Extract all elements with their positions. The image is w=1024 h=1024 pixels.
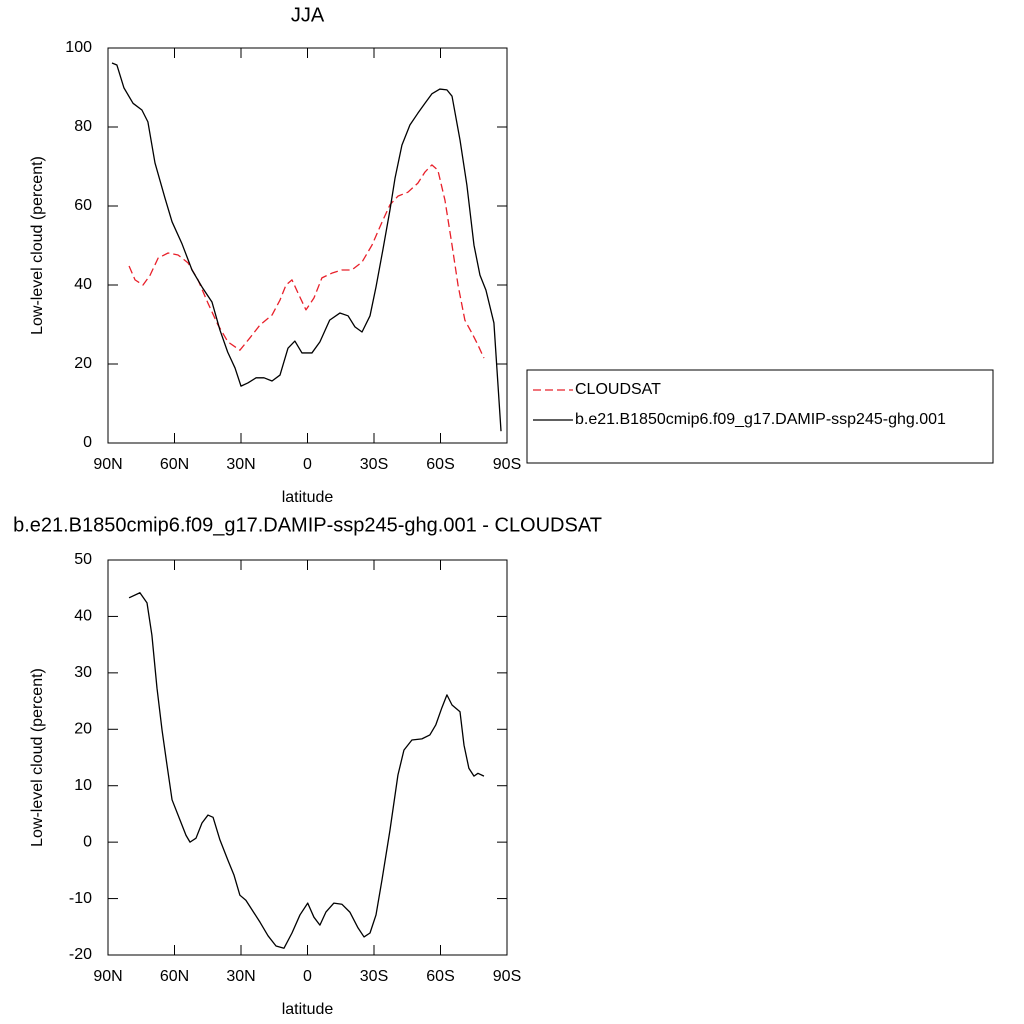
y-axis-label: Low-level cloud (percent) <box>29 668 46 847</box>
y-tick-label: 0 <box>83 833 92 850</box>
x-axis-label: latitude <box>282 1001 334 1018</box>
x-tick-label: 60N <box>160 456 189 473</box>
x-tick-label: 0 <box>303 968 312 985</box>
y-tick-label: 40 <box>74 276 92 293</box>
x-tick-label: 30N <box>226 968 255 985</box>
y-tick-label: 50 <box>74 551 92 568</box>
y-tick-label: 20 <box>74 721 92 738</box>
y-tick-label: 100 <box>65 39 92 56</box>
x-tick-label: 90S <box>493 968 521 985</box>
x-tick-label: 90S <box>493 456 521 473</box>
y-tick-label: 80 <box>74 118 92 135</box>
y-tick-label: 60 <box>74 197 92 214</box>
legend-label: CLOUDSAT <box>575 381 661 398</box>
chart-title: b.e21.B1850cmip6.f09_g17.DAMIP-ssp245-gh… <box>13 514 602 536</box>
chart-title: JJA <box>291 4 325 26</box>
x-tick-label: 30N <box>226 456 255 473</box>
x-tick-label: 30S <box>360 968 388 985</box>
y-tick-label: -20 <box>69 946 92 963</box>
x-axis-label: latitude <box>282 489 334 506</box>
legend-label: b.e21.B1850cmip6.f09_g17.DAMIP-ssp245-gh… <box>575 411 946 428</box>
x-tick-label: 90N <box>93 456 122 473</box>
x-tick-label: 30S <box>360 456 388 473</box>
x-tick-label: 0 <box>303 456 312 473</box>
y-tick-label: 0 <box>83 434 92 451</box>
y-tick-label: 40 <box>74 608 92 625</box>
legend-box <box>526 369 994 464</box>
y-tick-label: 30 <box>74 664 92 681</box>
plot-frame <box>107 47 508 444</box>
x-tick-label: 60N <box>160 968 189 985</box>
y-tick-label: 20 <box>74 355 92 372</box>
data-line <box>128 164 485 359</box>
x-tick-label: 60S <box>426 456 454 473</box>
plot-frame <box>107 559 508 956</box>
data-line <box>128 592 485 949</box>
data-line <box>111 62 502 432</box>
y-tick-label: -10 <box>69 890 92 907</box>
y-axis-label: Low-level cloud (percent) <box>29 156 46 335</box>
x-tick-label: 90N <box>93 968 122 985</box>
x-tick-label: 60S <box>426 968 454 985</box>
y-tick-label: 10 <box>74 777 92 794</box>
